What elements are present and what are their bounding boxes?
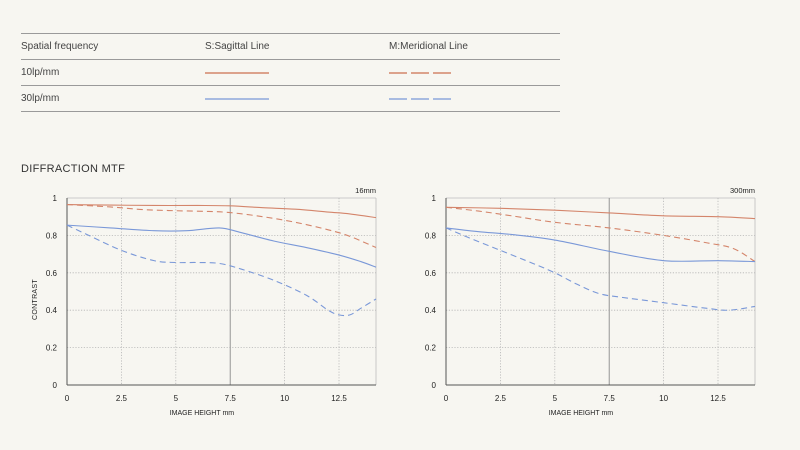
x-tick-label: 7.5 <box>604 394 616 403</box>
y-tick-label: 0.6 <box>425 269 437 278</box>
y-tick-label: 0.4 <box>46 306 58 315</box>
x-tick-label: 0 <box>444 394 449 403</box>
legend-table: Spatial frequency S:Sagittal Line M:Meri… <box>21 33 560 112</box>
series-line <box>445 227 756 311</box>
x-tick-label: 7.5 <box>225 394 237 403</box>
x-axis-label: IMAGE HEIGHT mm <box>549 410 614 417</box>
series-line <box>66 203 377 249</box>
series-line <box>445 206 756 220</box>
sagittal-30lp-swatch <box>205 97 269 100</box>
series-line <box>66 224 377 317</box>
legend-row-label: 10lp/mm <box>21 59 205 86</box>
x-tick-label: 5 <box>553 394 558 403</box>
x-tick-label: 10 <box>659 394 668 403</box>
meridional-30lp-swatch <box>389 97 453 100</box>
chart-title: 300mm <box>730 186 755 195</box>
legend-header-meridional: M:Meridional Line <box>389 33 560 60</box>
legend-header-row: Spatial frequency S:Sagittal Line M:Meri… <box>21 33 560 60</box>
sagittal-10lp-swatch <box>205 71 269 74</box>
y-axis-label: CONTRAST <box>32 279 39 320</box>
y-tick-label: 1 <box>432 194 437 203</box>
legend-header-sagittal: S:Sagittal Line <box>205 33 389 60</box>
x-tick-label: 12.5 <box>710 394 726 403</box>
series-line <box>445 206 756 263</box>
y-tick-label: 0.6 <box>46 269 58 278</box>
legend-row-label: 30lp/mm <box>21 85 205 112</box>
section-title: DIFFRACTION MTF <box>21 163 126 175</box>
y-tick-label: 0.2 <box>46 344 58 353</box>
legend-header-frequency: Spatial frequency <box>21 33 205 60</box>
x-tick-label: 2.5 <box>495 394 507 403</box>
x-axis-label: IMAGE HEIGHT mm <box>170 410 235 417</box>
y-tick-label: 0 <box>53 381 58 390</box>
chart-title: 16mm <box>355 186 376 195</box>
x-tick-label: 10 <box>280 394 289 403</box>
legend-row-30lp: 30lp/mm <box>21 85 560 112</box>
x-tick-label: 2.5 <box>116 394 128 403</box>
y-tick-label: 1 <box>53 194 58 203</box>
y-tick-label: 0 <box>432 381 437 390</box>
y-tick-label: 0.8 <box>46 231 58 240</box>
x-tick-label: 12.5 <box>331 394 347 403</box>
x-tick-label: 5 <box>174 394 179 403</box>
series-line <box>66 224 377 268</box>
y-tick-label: 0.2 <box>425 344 437 353</box>
y-tick-label: 0.4 <box>425 306 437 315</box>
legend-row-10lp: 10lp/mm <box>21 59 560 86</box>
x-tick-label: 0 <box>65 394 70 403</box>
series-line <box>66 203 377 219</box>
meridional-10lp-swatch <box>389 71 453 74</box>
y-tick-label: 0.8 <box>425 231 437 240</box>
series-line <box>445 227 756 263</box>
